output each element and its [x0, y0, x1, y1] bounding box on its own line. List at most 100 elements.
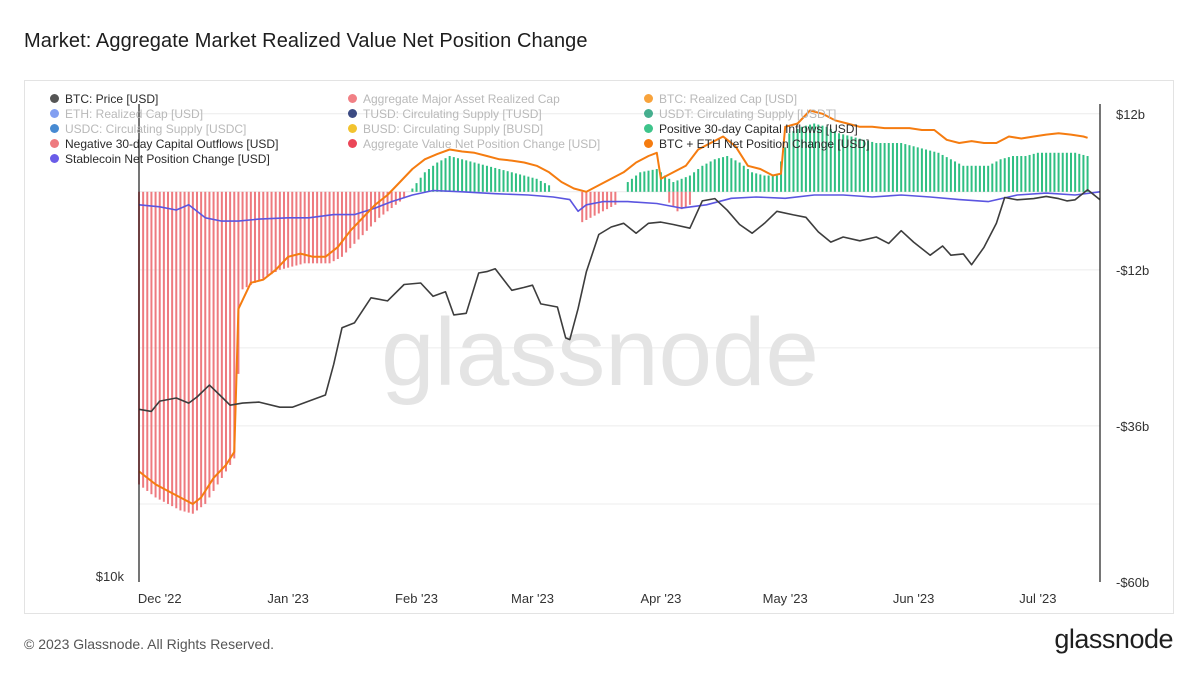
outflow-bar — [316, 191, 319, 264]
legend-dot-icon — [644, 109, 653, 118]
inflow-bar — [676, 180, 679, 192]
legend-item[interactable]: BTC + ETH Net Position Change [USD] — [644, 137, 869, 152]
inflow-bar — [543, 183, 546, 192]
inflow-bar — [970, 165, 973, 192]
inflow-bar — [900, 143, 903, 192]
inflow-bar — [717, 158, 720, 192]
legend-dot-icon — [644, 94, 653, 103]
inflow-bar — [896, 143, 899, 192]
inflow-bar — [767, 175, 770, 192]
inflow-bar — [829, 128, 832, 192]
legend-label: Positive 30-day Capital Inflows [USD] — [659, 122, 858, 136]
inflow-bar — [1012, 156, 1015, 192]
inflow-bar — [1049, 152, 1052, 192]
inflow-bar — [469, 161, 472, 192]
brand-logo[interactable]: glassnode — [1054, 624, 1173, 654]
x-tick-label: Apr '23 — [641, 591, 682, 606]
legend-item[interactable]: Stablecoin Net Position Change [USD] — [50, 152, 270, 167]
legend-label: ETH: Realized Cap [USD] — [65, 107, 204, 121]
inflow-bar — [788, 133, 791, 192]
legend-item[interactable]: Negative 30-day Capital Outflows [USD] — [50, 137, 278, 152]
legend-item[interactable]: Aggregate Value Net Position Change [USD… — [348, 137, 600, 152]
outflow-bar — [166, 191, 169, 504]
outflow-bar — [382, 191, 385, 215]
outflow-bar — [680, 191, 683, 210]
inflow-bar — [1003, 158, 1006, 192]
inflow-bar — [945, 157, 948, 192]
legend-dot-icon — [644, 139, 653, 148]
inflow-bar — [523, 175, 526, 192]
outflow-bar — [142, 191, 145, 488]
inflow-bar — [635, 175, 638, 192]
inflow-bar — [1053, 152, 1056, 192]
outflow-bar — [299, 191, 302, 265]
inflow-bar — [1057, 152, 1060, 192]
inflow-bar — [527, 176, 530, 192]
outflow-bar — [336, 191, 339, 259]
inflow-bar — [626, 182, 629, 192]
inflow-bar — [1007, 157, 1010, 192]
inflow-bar — [415, 183, 418, 192]
outflow-bar — [282, 191, 285, 269]
inflow-bar — [659, 172, 662, 192]
inflow-bar — [427, 169, 430, 192]
legend-item[interactable]: Aggregate Major Asset Realized Cap — [348, 92, 560, 107]
inflow-bar — [804, 125, 807, 192]
outflow-bar — [146, 191, 149, 491]
outflow-bar — [340, 191, 343, 257]
outflow-bar — [403, 191, 406, 199]
inflow-bar — [1074, 152, 1077, 192]
legend-item[interactable]: TUSD: Circulating Supply [TUSD] — [348, 107, 542, 122]
legend-item[interactable]: Positive 30-day Capital Inflows [USD] — [644, 122, 858, 137]
outflow-bar — [398, 191, 401, 202]
legend-label: Stablecoin Net Position Change [USD] — [65, 152, 270, 166]
inflow-bar — [858, 138, 861, 192]
grid-lines — [139, 113, 1100, 505]
legend-label: BTC: Price [USD] — [65, 92, 159, 106]
inflow-bar — [738, 162, 741, 192]
inflow-bar — [519, 174, 522, 192]
legend-item[interactable]: BTC: Realized Cap [USD] — [644, 92, 797, 107]
inflow-bar — [809, 124, 812, 192]
inflow-bar — [419, 177, 422, 192]
legend-dot-icon — [50, 139, 59, 148]
legend-dot-icon — [348, 94, 357, 103]
outflow-bar — [345, 191, 348, 253]
inflow-bar — [436, 162, 439, 192]
legend-dot-icon — [50, 109, 59, 118]
outflow-bar — [195, 191, 198, 511]
inflow-bar — [966, 165, 969, 192]
legend-item[interactable]: BUSD: Circulating Supply [BUSD] — [348, 122, 543, 137]
footer-copyright: © 2023 Glassnode. All Rights Reserved. — [24, 636, 275, 652]
outflow-bar — [237, 191, 240, 374]
inflow-bar — [1020, 156, 1023, 192]
legend-item[interactable]: ETH: Realized Cap [USD] — [50, 107, 203, 122]
inflow-bar — [941, 154, 944, 192]
inflow-bar — [891, 143, 894, 192]
legend-label: USDT: Circulating Supply [USDT] — [659, 107, 837, 121]
inflow-bar — [444, 158, 447, 192]
legend-item[interactable]: BTC: Price [USD] — [50, 92, 158, 107]
inflow-bar — [481, 164, 484, 192]
outflow-bar — [328, 191, 331, 264]
inflow-bar — [842, 134, 845, 192]
outflow-bar — [668, 191, 671, 203]
inflow-bar — [1032, 153, 1035, 192]
inflow-bar — [879, 143, 882, 192]
x-tick-label: Jul '23 — [1019, 591, 1056, 606]
inflow-bar — [937, 152, 940, 192]
outflow-bar — [390, 191, 393, 209]
inflow-bar — [821, 125, 824, 192]
inflow-bar — [974, 165, 977, 192]
legend-item[interactable]: USDT: Circulating Supply [USDT] — [644, 107, 836, 122]
outflow-bar — [610, 191, 613, 207]
outflow-bar — [374, 191, 377, 223]
legend-item[interactable]: USDC: Circulating Supply [USDC] — [50, 122, 246, 137]
inflow-bar — [1041, 152, 1044, 192]
inflow-bar — [432, 165, 435, 192]
inflow-bar — [639, 172, 642, 192]
chart-frame — [24, 80, 1174, 614]
btc-price-line — [138, 188, 1101, 413]
legend-label: Aggregate Value Net Position Change [USD… — [363, 137, 601, 151]
